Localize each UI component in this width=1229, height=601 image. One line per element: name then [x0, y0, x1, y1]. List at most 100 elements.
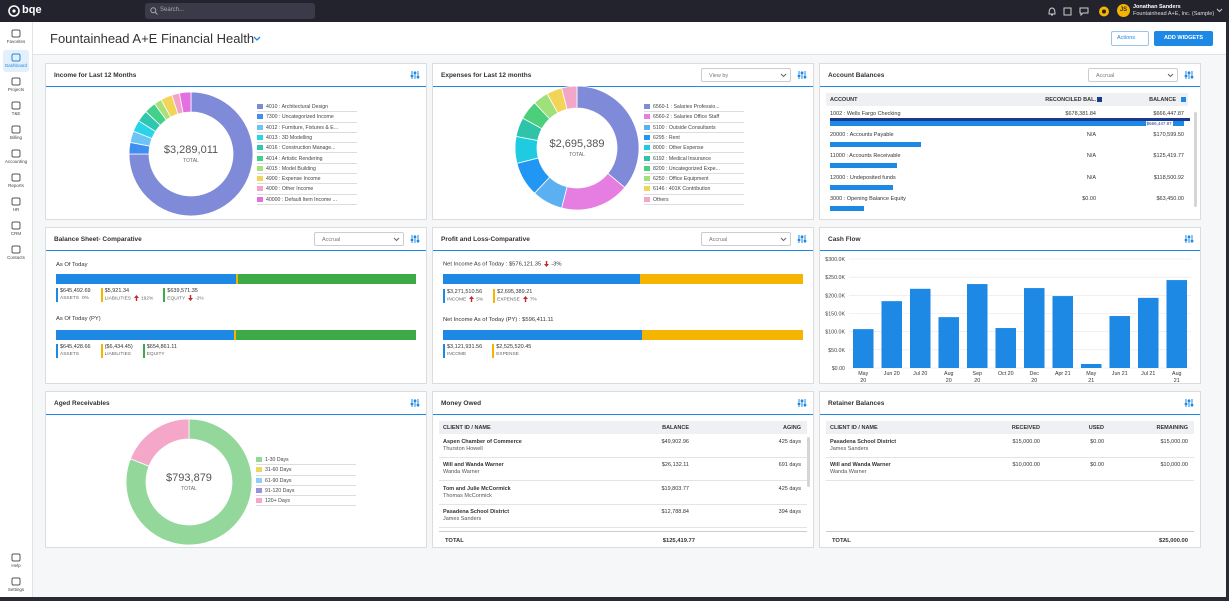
- widget-header: Aged Receivables: [46, 392, 426, 415]
- widget-settings[interactable]: [797, 398, 807, 408]
- cell: 394 days: [778, 508, 801, 515]
- legend-label: 4010 : Architectural Design: [266, 104, 328, 110]
- dropdown[interactable]: Accrual: [314, 232, 404, 246]
- legend-item[interactable]: 8000 : Other Expense: [644, 143, 744, 154]
- dropdown-value: Accrual: [322, 236, 341, 243]
- donut-total-label: TOTAL: [183, 158, 199, 164]
- legend-swatch: [644, 165, 650, 171]
- legend-swatch: [257, 104, 263, 109]
- legend-item[interactable]: 4000 : Other Income: [257, 184, 357, 195]
- add-widgets-button[interactable]: ADD WIDGETS: [1154, 31, 1213, 46]
- settings-knob: [803, 240, 807, 242]
- nav-item[interactable]: Dashboard: [3, 50, 29, 72]
- actions-button[interactable]: Actions: [1111, 31, 1149, 46]
- dropdown[interactable]: Accrual: [701, 232, 791, 246]
- nav-item[interactable]: Favorites: [3, 26, 29, 48]
- nav-item[interactable]: Settings: [3, 574, 29, 596]
- user-menu[interactable]: [1216, 8, 1223, 13]
- widget-settings[interactable]: [797, 234, 807, 244]
- widget-settings[interactable]: [797, 70, 807, 80]
- nav-item[interactable]: T&E: [3, 98, 29, 120]
- top-icons[interactable]: [1047, 6, 1117, 17]
- dropdown[interactable]: View by: [701, 68, 791, 82]
- legend-label: 4013 : 3D Modelling: [266, 134, 313, 141]
- widget-settings[interactable]: [1184, 234, 1194, 244]
- main: Fountainhead A+E Financial Health Action…: [33, 22, 1226, 597]
- legend-item[interactable]: 31-60 Days: [256, 465, 356, 476]
- legend-label: 61-90 Days: [265, 477, 292, 484]
- legend-label: 4900 : Expense Income: [266, 176, 321, 183]
- legend-swatch: [257, 165, 263, 171]
- legend-item[interactable]: 6560-1 : Salaries Professio...: [644, 102, 744, 113]
- x-tick-label: Aug 21: [1172, 371, 1182, 384]
- logo[interactable]: bqe: [22, 4, 42, 16]
- x-tick-label: Apr 21: [1054, 371, 1071, 377]
- legend-item[interactable]: 5100 : Outside Consultants: [644, 123, 744, 133]
- legend-item[interactable]: 6250 : Office Equipment: [644, 174, 744, 185]
- profit-loss-widget: Profit and Loss-Comparative Accrual Net In…: [432, 227, 814, 384]
- segment-key: $2,525,520.45 EXPENSE: [492, 344, 531, 358]
- nav-item[interactable]: Reports: [3, 170, 29, 192]
- legend-item[interactable]: 91-120 Days: [256, 486, 356, 497]
- legend-label: 6192 : Medical Insurance: [653, 155, 711, 162]
- legend-item[interactable]: 4012 : Furniture, Fixtures & E...: [257, 123, 357, 133]
- nav-item[interactable]: Help: [3, 550, 29, 572]
- legend-item[interactable]: 4015 : Model Building: [257, 164, 357, 175]
- legend-item[interactable]: 6192 : Medical Insurance: [644, 154, 744, 164]
- contact-name: Wanda Warner: [443, 469, 480, 476]
- nav-item[interactable]: Contacts: [3, 242, 29, 264]
- segment-bar: [233, 330, 236, 340]
- reconciled-balance: N/A: [1086, 153, 1096, 160]
- nav-item[interactable]: Billing: [3, 122, 29, 144]
- segment-key: ($6,434.45) LIABILITIES: [100, 344, 133, 358]
- nav-icon-shape: [11, 101, 21, 110]
- legend-item[interactable]: 4010 : Architectural Design: [257, 102, 357, 113]
- arrow: [134, 295, 139, 301]
- legend-item[interactable]: 8200 : Uncategorized Expe...: [644, 164, 744, 175]
- title-menu[interactable]: [253, 36, 261, 42]
- legend-item[interactable]: 61-90 Days: [256, 476, 356, 486]
- legend-item[interactable]: 6560-2 : Salaries Office Staff: [644, 112, 744, 123]
- segment-info: LIABILITIES 192%: [105, 295, 153, 302]
- segment-name: EQUITY: [167, 296, 186, 302]
- segment-key: $2,695,389.21 EXPENSE 7%: [493, 289, 537, 304]
- nav-item[interactable]: Projects: [3, 74, 29, 96]
- cell: $15,000.00: [1012, 439, 1040, 445]
- search-box[interactable]: Search...: [145, 3, 315, 19]
- sidebar: Favorites Dashboard Projects T&E Billing Acco…: [0, 22, 33, 597]
- legend-item[interactable]: 4013 : 3D Modelling: [257, 133, 357, 144]
- avatar[interactable]: JS: [1117, 4, 1130, 17]
- segment-info: EXPENSE: [496, 351, 531, 358]
- nav-label: Help: [11, 563, 21, 568]
- nav-item[interactable]: CRM: [3, 218, 29, 240]
- legend-item[interactable]: 1-30 Days: [256, 455, 356, 466]
- settings-knob: [803, 404, 807, 406]
- legend-item[interactable]: 4016 : Construction Manage...: [257, 143, 357, 154]
- nav-item[interactable]: HR: [3, 194, 29, 216]
- retainer-widget: Retainer Balances CLIENT ID / NAME RECEIVE…: [819, 391, 1201, 548]
- contact-name: James Sanders: [830, 446, 869, 452]
- legend-item[interactable]: 4900 : Expense Income: [257, 174, 357, 185]
- widget-settings[interactable]: [410, 70, 420, 80]
- nav-item[interactable]: Accounting: [3, 146, 29, 168]
- widget-settings[interactable]: [1184, 398, 1194, 408]
- legend-item[interactable]: Others: [644, 195, 744, 205]
- legend-item[interactable]: 40000 : Default Item Income ...: [257, 195, 357, 205]
- account-name: 12000 : Undeposited funds: [830, 174, 896, 181]
- widget-settings[interactable]: [1184, 70, 1194, 80]
- donut-slice: [178, 91, 192, 114]
- legend-item[interactable]: 7300 : Uncategorized Income: [257, 112, 357, 123]
- widget-settings[interactable]: [410, 234, 420, 244]
- trend-arrow: [134, 295, 139, 301]
- legend-item[interactable]: 4014 : Artistic Rendering: [257, 154, 357, 164]
- widget-settings[interactable]: [410, 398, 420, 408]
- dropdown[interactable]: Accrual: [1088, 68, 1178, 82]
- legend-swatch: [644, 114, 650, 120]
- account-balances-widget: Account Balances Accrual ACCOUNT RECONCILED…: [819, 63, 1201, 220]
- balance-sheet-widget: Balance Sheet- Comparative Accrual As Of T…: [45, 227, 427, 384]
- nav-label: Billing: [9, 135, 22, 140]
- legend-item[interactable]: 6295 : Rent: [644, 133, 744, 144]
- legend-item[interactable]: 120+ Days: [256, 496, 356, 507]
- legend-item[interactable]: 6146 : 401K Contribution: [644, 184, 744, 195]
- column-header: USED: [1088, 425, 1104, 431]
